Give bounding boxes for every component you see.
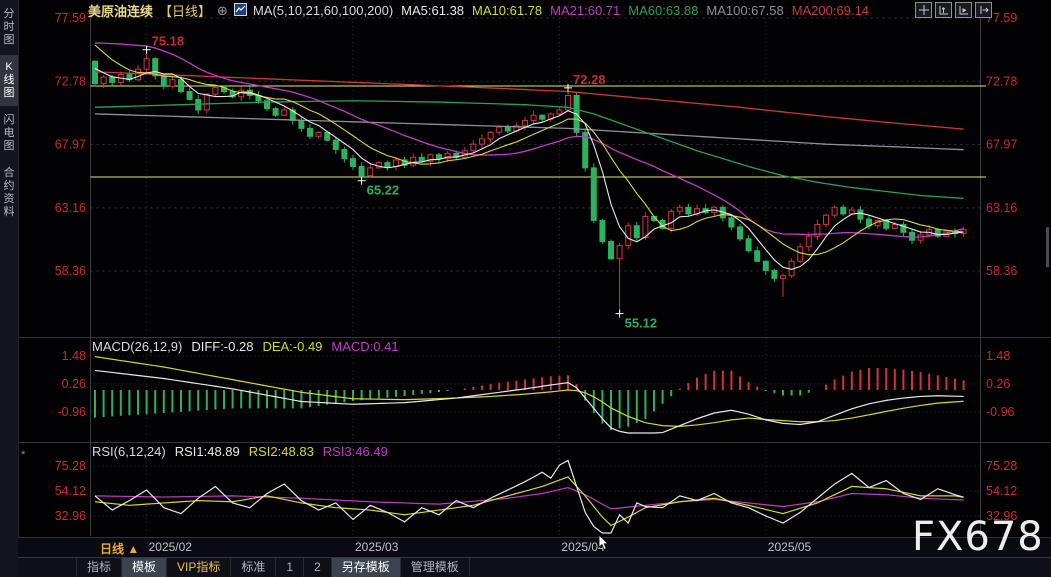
macd-legend: MACD(26,12,9) DIFF:-0.28 DEA:-0.49 MACD:0.4… <box>92 339 408 354</box>
svg-text:32.96: 32.96 <box>55 509 86 523</box>
axis-up-icon[interactable] <box>935 2 952 18</box>
axis-labels: 77.59 77.59 72.78 72.78 67.97 67.97 63.16 63.16… <box>55 11 1018 523</box>
svg-text:67.97: 67.97 <box>986 138 1017 152</box>
legend-item: RSI3:46.49 <box>322 444 388 459</box>
svg-text:55.12: 55.12 <box>625 316 658 331</box>
legend-item: MA5:61.38 <box>401 3 465 18</box>
level-lines <box>90 85 986 178</box>
tab-1[interactable]: 1 <box>276 558 305 577</box>
gridlines <box>90 17 981 536</box>
tab-standard[interactable]: 标准 <box>231 558 277 577</box>
legend-item: MACD:0.41 <box>331 339 399 354</box>
legend-item: MA10:61.78 <box>472 3 543 18</box>
ma-legend: MA(5,10,21,60,100,200) MA5:61.38 MA10:61.7… <box>253 3 877 18</box>
svg-text:77.59: 77.59 <box>986 11 1017 25</box>
date-axis-row: 日线 ▲ 2025/02 2025/03 2025/04 2025/05 <box>18 537 1051 558</box>
svg-text:54.12: 54.12 <box>55 484 86 498</box>
chart-header: 美原油连续 【日线】 ⊕ MA(5,10,21,60,100,200) MA5:6… <box>88 2 877 19</box>
legend-item: DEA:-0.49 <box>262 339 323 354</box>
svg-text:1.48: 1.48 <box>986 349 1010 363</box>
left-sidebar: 分 时 图 K 线 图闪 电 图合 约 资 料 <box>0 0 19 577</box>
bottom-tab-bar: 指标 模板 VIP指标 标准 1 2 另存模板 管理模板 <box>18 557 1051 577</box>
svg-text:58.36: 58.36 <box>986 264 1017 278</box>
ma-lines <box>94 42 964 270</box>
period-label: 日线 <box>100 542 125 556</box>
chart-toolbar <box>915 2 992 18</box>
svg-text:0.26: 0.26 <box>986 377 1010 391</box>
symbol-title: 美原油连续 <box>88 4 154 19</box>
month-label: 2025/03 <box>355 540 399 554</box>
legend-item: RSI2:48.83 <box>248 444 314 459</box>
tab-template[interactable]: 模板 <box>122 558 168 577</box>
legend-item: RSI1:48.89 <box>174 444 240 459</box>
svg-text:72.28: 72.28 <box>573 72 606 87</box>
legend-item: MACD(26,12,9) <box>92 339 183 354</box>
axis-play-icon[interactable] <box>955 2 972 18</box>
svg-text:63.16: 63.16 <box>986 201 1017 215</box>
svg-text:75.28: 75.28 <box>986 459 1017 473</box>
tab-indicator[interactable]: 指标 <box>77 558 123 577</box>
mouse-cursor <box>598 535 609 551</box>
mini-chart-icon[interactable] <box>233 3 247 18</box>
svg-text:-0.96: -0.96 <box>986 405 1015 419</box>
panel-borders <box>18 14 1051 536</box>
scrollbar-thumb[interactable] <box>1046 227 1049 267</box>
svg-text:72.78: 72.78 <box>986 74 1017 88</box>
svg-text:77.59: 77.59 <box>55 11 86 25</box>
month-label: 2025/02 <box>148 540 192 554</box>
macd-lines <box>94 356 964 434</box>
svg-text:75.28: 75.28 <box>55 459 86 473</box>
legend-item: RSI(6,12,24) <box>92 444 166 459</box>
pan-right-icon[interactable] <box>975 2 992 18</box>
tab-2[interactable]: 2 <box>304 558 332 577</box>
legend-item: MA21:60.71 <box>550 3 621 18</box>
svg-text:54.12: 54.12 <box>986 484 1017 498</box>
tab-manage-template[interactable]: 管理模板 <box>401 558 470 577</box>
tab-bar-spacer <box>18 558 77 577</box>
circle-plus-icon[interactable]: ⊕ <box>217 3 228 18</box>
legend-item: MA200:69.14 <box>791 3 870 18</box>
rsi-lines <box>94 459 964 534</box>
legend-item: MA100:67.58 <box>706 3 784 18</box>
tab-vip-indicator[interactable]: VIP指标 <box>167 558 232 577</box>
legend-item: MA(5,10,21,60,100,200) <box>252 3 394 18</box>
svg-text:-0.96: -0.96 <box>58 405 87 419</box>
svg-text:58.36: 58.36 <box>55 264 86 278</box>
sidebar-item-timeshare[interactable]: 分 时 图 <box>3 8 15 46</box>
sidebar-item-kline[interactable]: K 线 图 <box>0 55 18 106</box>
svg-text:63.16: 63.16 <box>55 201 86 215</box>
indicator-settings-icon[interactable]: * <box>21 449 26 461</box>
svg-text:1.48: 1.48 <box>62 349 86 363</box>
price-annotations: 75.18 72.28 65.22 55.12 <box>142 34 658 331</box>
svg-text:72.78: 72.78 <box>55 74 86 88</box>
macd-histogram <box>94 367 965 431</box>
rsi-legend: RSI(6,12,24) RSI1:48.89 RSI2:48.83 RSI3:46.… <box>92 444 397 459</box>
month-label: 2025/05 <box>767 540 812 554</box>
legend-item: MA60:63.88 <box>628 3 699 18</box>
sidebar-item-flash[interactable]: 闪 电 图 <box>3 114 15 152</box>
sidebar-item-contract-info[interactable]: 合 约 资 料 <box>3 167 15 218</box>
svg-text:65.22: 65.22 <box>367 183 400 198</box>
period-arrow-icon: ▲ <box>127 542 140 556</box>
fx678-watermark: FX678 <box>912 514 1044 560</box>
crosshair-icon[interactable] <box>915 2 932 18</box>
period-tag: 【日线】 <box>159 4 212 19</box>
svg-text:32.96: 32.96 <box>986 509 1017 523</box>
tab-save-template[interactable]: 另存模板 <box>331 558 401 577</box>
month-label: 2025/04 <box>561 540 605 554</box>
svg-text:0.26: 0.26 <box>62 377 86 391</box>
legend-item: DIFF:-0.28 <box>191 339 254 354</box>
period-selector[interactable]: 日线 ▲ <box>100 540 139 557</box>
svg-text:75.18: 75.18 <box>152 34 185 49</box>
svg-text:67.97: 67.97 <box>55 138 86 152</box>
